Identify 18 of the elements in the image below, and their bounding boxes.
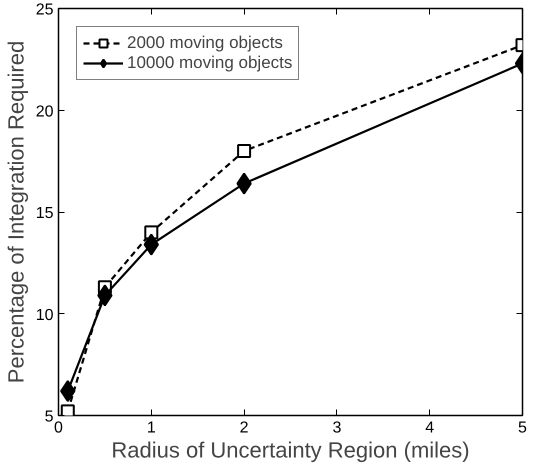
x-tick-label: 1 xyxy=(146,420,156,436)
x-tick-label: 4 xyxy=(425,420,434,436)
x-axis-title: Radius of Uncertainty Region (miles) xyxy=(111,438,470,462)
y-axis-title: Percentage of Integration Required xyxy=(4,40,29,384)
legend-label: 2000 moving objects xyxy=(127,33,283,53)
x-tick-label: 2 xyxy=(240,420,249,436)
y-tick-label: 20 xyxy=(36,103,54,120)
x-tick-label: 3 xyxy=(332,420,342,436)
point xyxy=(236,172,252,195)
x-tick-label: 5 xyxy=(518,420,528,436)
y-tick-label: 15 xyxy=(36,205,54,222)
point xyxy=(237,144,252,158)
y-tick-label: 5 xyxy=(44,408,54,426)
y-tick-label: 25 xyxy=(36,2,54,18)
legend-label: 10000 moving objects xyxy=(127,53,292,73)
x-tick-label: 0 xyxy=(54,420,64,436)
y-tick-label: 10 xyxy=(36,306,54,324)
point xyxy=(97,284,113,306)
